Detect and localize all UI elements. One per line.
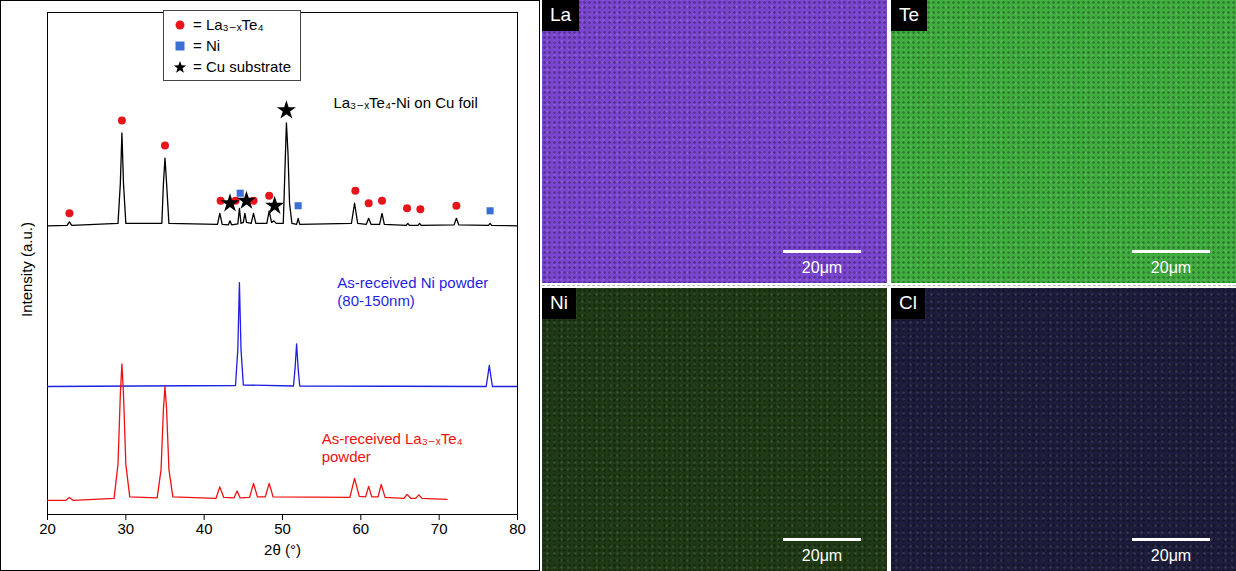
html-text:20μm: 20μm xyxy=(1150,259,1192,276)
html-text:20μm: 20μm xyxy=(1150,547,1192,564)
svg-text:2θ (°): 2θ (°) xyxy=(264,541,301,558)
svg-text:30: 30 xyxy=(117,520,134,537)
html-text:= Ni: = Ni xyxy=(193,37,221,54)
html-text:La: La xyxy=(550,4,572,25)
html-text:20μm: 20μm xyxy=(801,259,843,276)
svg-text:40: 40 xyxy=(196,520,213,537)
svg-text:As-received La₃₋ₓTe₄: As-received La₃₋ₓTe₄ xyxy=(322,430,463,447)
svg-text:50: 50 xyxy=(274,520,291,537)
svg-text:70: 70 xyxy=(431,520,448,537)
svg-text:(80-150nm): (80-150nm) xyxy=(337,292,415,309)
html-text:Te: Te xyxy=(899,4,920,25)
svg-text:60: 60 xyxy=(352,520,369,537)
svg-text:La₃₋ₓTe₄-Ni on Cu foil: La₃₋ₓTe₄-Ni on Cu foil xyxy=(333,94,477,111)
html-text:= Cu substrate: = Cu substrate xyxy=(193,58,291,75)
html-text:Ni: Ni xyxy=(550,292,568,313)
svg-text:powder: powder xyxy=(322,448,371,465)
svg-text:80: 80 xyxy=(509,520,526,537)
html-text:Cl: Cl xyxy=(899,292,917,313)
svg-text:20: 20 xyxy=(39,520,56,537)
html-text:20μm: 20μm xyxy=(801,547,843,564)
html-text:= La₃₋ₓTe₄: = La₃₋ₓTe₄ xyxy=(193,15,264,33)
svg-text:As-received Ni powder: As-received Ni powder xyxy=(337,274,488,291)
html-text:Intensity (a.u.): Intensity (a.u.) xyxy=(17,222,35,317)
